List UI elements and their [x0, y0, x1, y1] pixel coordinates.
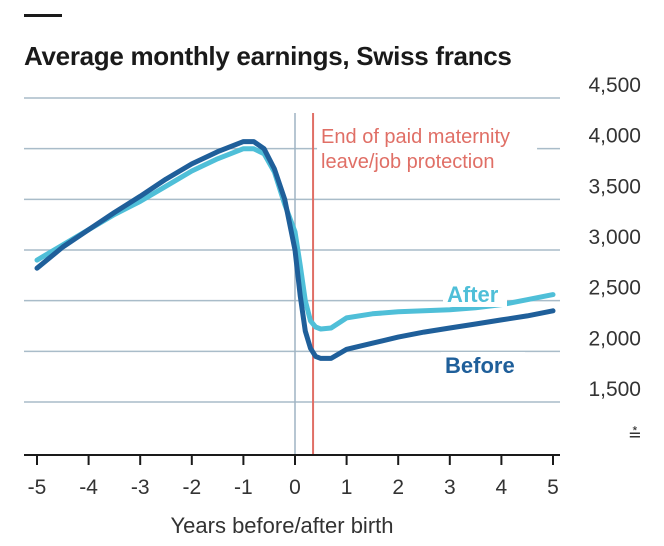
series-label-bg: [443, 281, 507, 307]
y-tick-label: 2,500: [588, 277, 641, 300]
x-tick-label: -4: [79, 476, 98, 499]
series-line-after: [34, 146, 556, 332]
series-line-before: [34, 139, 556, 361]
x-tick-label: 0: [289, 476, 301, 499]
y-tick-labels: 1,500 2,000 2,500 3,000 3,500 4,000 4,500 ⩮: [588, 74, 641, 445]
x-tick-label: -3: [131, 476, 150, 499]
x-tick-label: 2: [392, 476, 404, 499]
y-tick-label: 4,000: [588, 125, 641, 148]
annotation-text: leave/job protection: [321, 151, 494, 173]
reference-lines: [294, 113, 315, 455]
chart-title: Average monthly earnings, Swiss francs: [24, 41, 512, 71]
y-tick-label: 1,500: [588, 378, 641, 401]
axis-break-icon: ⩮: [629, 422, 641, 445]
x-tick-label: 3: [444, 476, 456, 499]
annotation-bg: [317, 151, 538, 175]
x-tick-label: -2: [182, 476, 201, 499]
series-lines: [34, 139, 556, 361]
x-axis: [24, 454, 560, 465]
x-tick-label: -5: [28, 476, 47, 499]
annotation: End of paid maternity leave/job protectio…: [317, 126, 538, 175]
series-labels: Before After: [441, 281, 525, 378]
series-label-bg: [441, 352, 525, 378]
title-rule: [24, 14, 62, 17]
y-tick-label: 4,500: [588, 74, 641, 97]
x-axis-label: Years before/after birth: [171, 513, 394, 538]
x-tick-label: 5: [547, 476, 559, 499]
annotation-text: End of paid maternity: [321, 126, 510, 148]
annotation-bg: [317, 126, 538, 150]
x-tick-labels: -5 -4 -3 -2 -1 0 1 2 3 4 5: [28, 476, 559, 499]
x-tick-label: -1: [234, 476, 253, 499]
x-tick-label: 4: [496, 476, 508, 499]
y-tick-label: 2,000: [588, 327, 641, 350]
y-tick-label: 3,500: [588, 175, 641, 198]
y-tick-label: 3,000: [588, 226, 641, 249]
series-label-before: Before: [445, 353, 515, 378]
x-tick-label: 1: [341, 476, 353, 499]
series-label-after: After: [447, 282, 499, 307]
